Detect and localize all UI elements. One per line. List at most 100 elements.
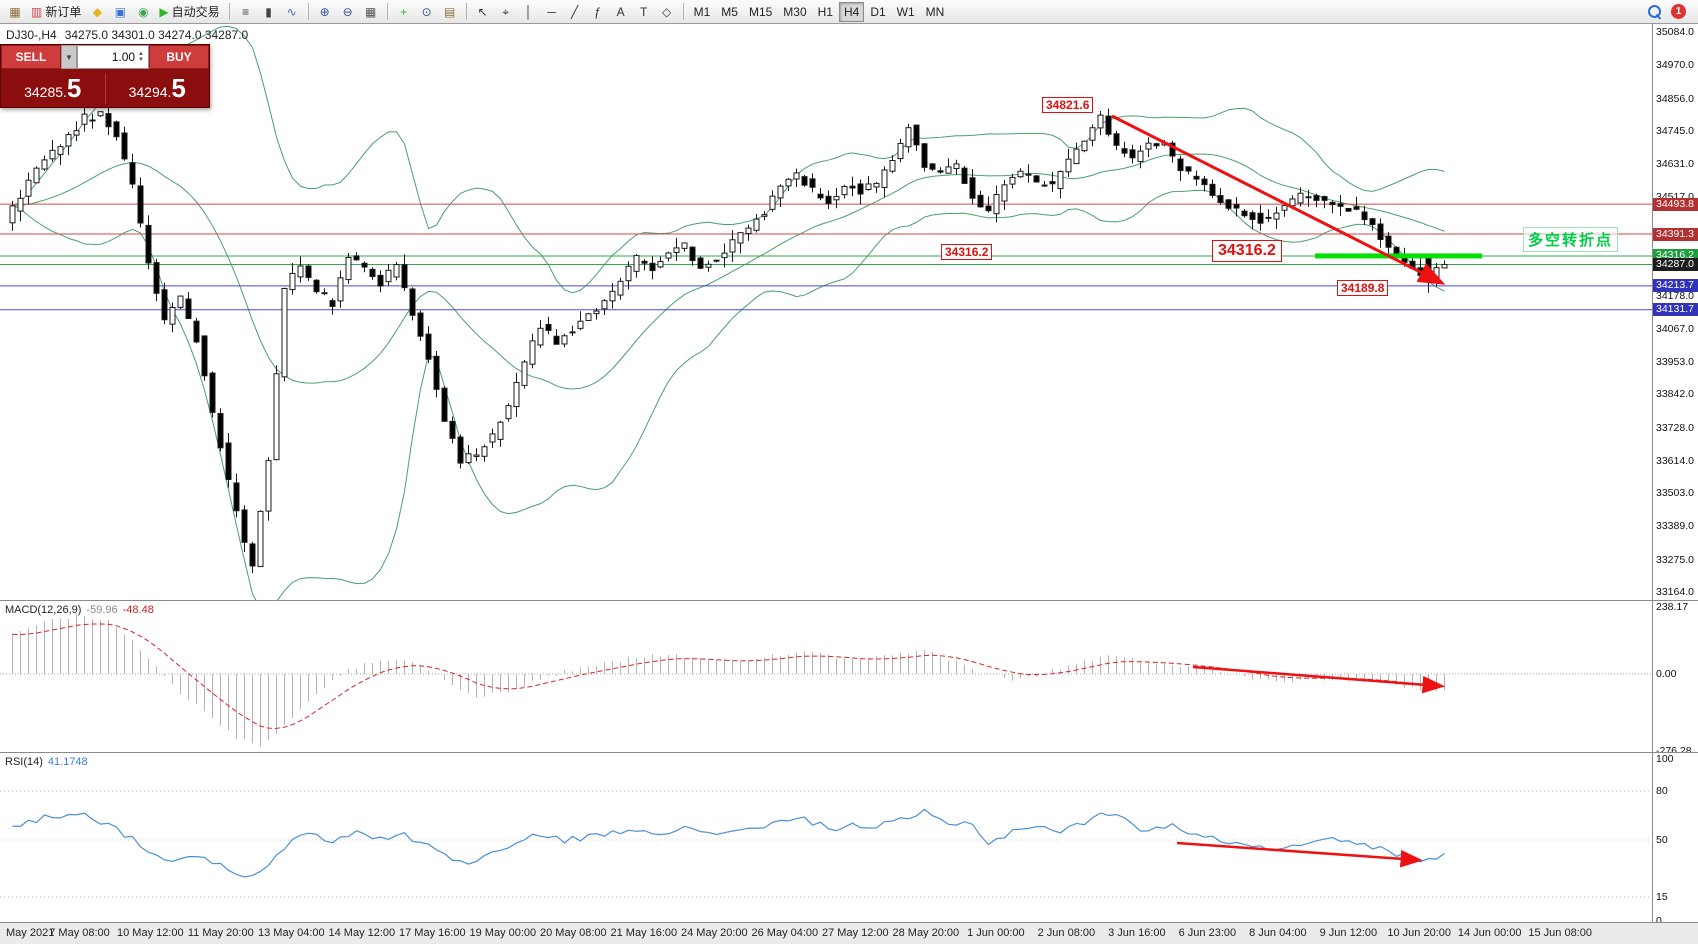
market-watch-icon[interactable]: ▣ bbox=[109, 2, 131, 22]
candle-body bbox=[1241, 210, 1248, 217]
candle-body bbox=[1001, 184, 1008, 202]
cursor-icon[interactable]: ↖ bbox=[472, 2, 494, 22]
new-chart-icon[interactable]: ▦ bbox=[4, 2, 26, 22]
candle-body bbox=[1217, 195, 1224, 203]
price-axis[interactable]: 35084.034970.034856.034745.034631.034517… bbox=[1652, 24, 1698, 600]
candlestick-type-icon[interactable]: ▮ bbox=[258, 2, 280, 22]
time-axis-label: 17 May 16:00 bbox=[399, 927, 466, 939]
timeframe-mn-glyph: MN bbox=[925, 4, 945, 19]
crosshair-icon[interactable]: ⌖ bbox=[495, 2, 517, 22]
zoom-out-icon[interactable]: ⊖ bbox=[337, 2, 359, 22]
vertical-line-icon-glyph: │ bbox=[524, 4, 533, 19]
price-chart-panel[interactable]: DJ30-,H4 34275.0 34301.0 34274.0 34287.0 … bbox=[0, 24, 1698, 600]
time-axis-label: 2 Jun 08:00 bbox=[1037, 927, 1096, 939]
candle-body bbox=[273, 373, 280, 461]
candle-body bbox=[1345, 207, 1352, 212]
search-icon[interactable] bbox=[1648, 4, 1662, 19]
rsi-axis-tick: 100 bbox=[1656, 753, 1674, 765]
bar-chart-type-icon[interactable]: ≡ bbox=[235, 2, 257, 22]
line-chart-type-icon[interactable]: ∿ bbox=[281, 2, 303, 22]
candle-body bbox=[201, 335, 208, 377]
auto-trading-button-label: 自动交易 bbox=[171, 5, 220, 19]
horizontal-line-icon[interactable]: ─ bbox=[541, 2, 563, 22]
indicators-add-icon[interactable]: + bbox=[393, 2, 415, 22]
candle-body bbox=[417, 312, 424, 337]
candle-body bbox=[329, 300, 336, 307]
text-label-icon[interactable]: T bbox=[633, 2, 655, 22]
candle-body bbox=[1177, 158, 1184, 172]
auto-trading-button[interactable]: ▶ 自动交易 bbox=[155, 2, 223, 22]
candle-body bbox=[841, 185, 848, 196]
timeframe-h4[interactable]: H4 bbox=[838, 1, 865, 22]
sell-button[interactable]: SELL bbox=[1, 45, 61, 69]
buy-price[interactable]: 34294.5 bbox=[128, 72, 186, 103]
macd-axis-tick: 238.17 bbox=[1656, 601, 1689, 614]
sell-price[interactable]: 34285.5 bbox=[1, 72, 106, 104]
candle-body bbox=[345, 256, 352, 281]
trendline-icon[interactable]: ╱ bbox=[564, 2, 586, 22]
timeframe-w1[interactable]: W1 bbox=[892, 2, 920, 22]
time-axis[interactable]: May 2021 7 May 08:00 10 May 12:00 11 May 20… bbox=[0, 922, 1698, 944]
timeframe-m15-glyph: M15 bbox=[748, 4, 773, 19]
new-order-button[interactable]: ▥ 新订单 bbox=[27, 2, 85, 22]
period-selector-icon[interactable]: ⊙ bbox=[416, 2, 438, 22]
candle-body bbox=[457, 436, 464, 464]
volume-input[interactable]: 1.00 ▲ ▼ bbox=[77, 45, 149, 69]
timeframe-m15[interactable]: M15 bbox=[744, 2, 777, 22]
candle-body bbox=[337, 277, 344, 302]
signals-icon[interactable]: ◉ bbox=[132, 2, 154, 22]
candle-body bbox=[25, 179, 32, 197]
candle-body bbox=[729, 239, 736, 253]
text-label-icon-glyph: T bbox=[639, 4, 648, 19]
candle-body bbox=[809, 178, 816, 188]
candle-body bbox=[1233, 203, 1240, 209]
timeframe-m30[interactable]: M30 bbox=[778, 2, 811, 22]
timeframe-m1[interactable]: M1 bbox=[689, 2, 716, 22]
timeframe-d1[interactable]: D1 bbox=[865, 2, 890, 22]
price-axis-tick: 34631.0 bbox=[1656, 158, 1694, 171]
mql-market-icon[interactable]: ◆ bbox=[86, 2, 108, 22]
template-icon[interactable]: ▤ bbox=[439, 2, 461, 22]
one-click-trading-widget: SELL ▼ 1.00 ▲ ▼ BUY 34285.5 34294.5 bbox=[0, 44, 210, 108]
order-type-dropdown-icon[interactable]: ▼ bbox=[61, 45, 77, 69]
price-axis-label-34131.7: 34131.7 bbox=[1653, 303, 1698, 317]
text-icon[interactable]: A bbox=[610, 2, 632, 22]
candle-body bbox=[1025, 173, 1032, 176]
notification-badge[interactable]: 1 bbox=[1671, 4, 1686, 19]
candle-body bbox=[585, 313, 592, 321]
candle-body bbox=[17, 197, 24, 212]
candle-body bbox=[169, 307, 176, 325]
candle-body bbox=[1185, 166, 1192, 172]
timeframe-m5[interactable]: M5 bbox=[716, 2, 743, 22]
bar-chart-type-icon-glyph: ≡ bbox=[242, 4, 250, 19]
candle-body bbox=[913, 124, 920, 146]
macd-indicator-panel[interactable]: MACD(12,26,9)-59.96-48.48 238.170.00-276… bbox=[0, 600, 1698, 757]
symbol-timeframe-label: DJ30-,H4 bbox=[6, 28, 57, 42]
time-axis-label: 13 May 04:00 bbox=[258, 927, 325, 939]
fibonacci-icon[interactable]: ƒ bbox=[587, 2, 609, 22]
price-axis-tick: 35084.0 bbox=[1656, 26, 1694, 38]
time-axis-label: 10 Jun 20:00 bbox=[1387, 927, 1451, 939]
rsi-indicator-panel[interactable]: RSI(14) 41.1748 100 80 50 15 0 bbox=[0, 752, 1698, 927]
candle-body bbox=[825, 195, 832, 205]
candle-body bbox=[897, 142, 904, 160]
tile-windows-icon[interactable]: ▦ bbox=[360, 2, 382, 22]
level-price-label: 34316.2 bbox=[941, 244, 993, 260]
candle-body bbox=[1105, 115, 1112, 135]
vertical-line-icon[interactable]: │ bbox=[518, 2, 540, 22]
candle-body bbox=[497, 421, 504, 440]
shapes-icon[interactable]: ◇ bbox=[656, 2, 678, 22]
candle-body bbox=[321, 292, 328, 295]
candle-body bbox=[969, 177, 976, 199]
volume-spinner[interactable]: ▲ ▼ bbox=[138, 51, 144, 63]
main-toolbar: ▦ ▥ 新订单 ◆ ▣ ◉ ▶ 自动交易 ≡ ▮ ∿ ⊕ ⊖ ▦ + ⊙ ▤ ↖ ⌖ │ ─ ╱ ƒ A T ◇ M1 M5 M15 M3… bbox=[0, 0, 1698, 24]
timeframe-mn[interactable]: MN bbox=[921, 2, 950, 22]
candle-body bbox=[241, 509, 248, 543]
zoom-in-icon[interactable]: ⊕ bbox=[314, 2, 336, 22]
candle-body bbox=[177, 295, 184, 308]
candle-body bbox=[641, 260, 648, 264]
bollinger-middle-band bbox=[12, 153, 1445, 390]
buy-button[interactable]: BUY bbox=[149, 45, 209, 69]
timeframe-h1[interactable]: H1 bbox=[813, 2, 838, 22]
